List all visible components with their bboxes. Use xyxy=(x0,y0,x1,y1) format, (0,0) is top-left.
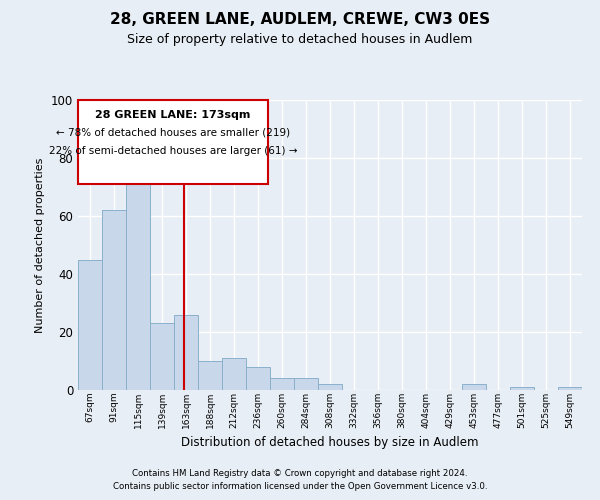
Bar xyxy=(150,324,174,390)
Bar xyxy=(174,314,198,390)
Bar xyxy=(318,384,342,390)
Text: Contains public sector information licensed under the Open Government Licence v3: Contains public sector information licen… xyxy=(113,482,487,491)
Bar xyxy=(294,378,318,390)
Bar xyxy=(78,260,102,390)
Bar xyxy=(510,387,534,390)
FancyBboxPatch shape xyxy=(78,100,268,184)
Text: ← 78% of detached houses are smaller (219): ← 78% of detached houses are smaller (21… xyxy=(56,128,290,138)
Text: Contains HM Land Registry data © Crown copyright and database right 2024.: Contains HM Land Registry data © Crown c… xyxy=(132,468,468,477)
Text: 28, GREEN LANE, AUDLEM, CREWE, CW3 0ES: 28, GREEN LANE, AUDLEM, CREWE, CW3 0ES xyxy=(110,12,490,28)
Bar xyxy=(102,210,126,390)
Text: 22% of semi-detached houses are larger (61) →: 22% of semi-detached houses are larger (… xyxy=(49,146,297,156)
Bar xyxy=(270,378,294,390)
Bar xyxy=(222,358,246,390)
Bar xyxy=(246,367,270,390)
Bar xyxy=(126,146,150,390)
Text: Size of property relative to detached houses in Audlem: Size of property relative to detached ho… xyxy=(127,32,473,46)
Bar xyxy=(462,384,486,390)
Bar xyxy=(558,387,582,390)
Bar xyxy=(198,361,222,390)
Text: 28 GREEN LANE: 173sqm: 28 GREEN LANE: 173sqm xyxy=(95,110,250,120)
Y-axis label: Number of detached properties: Number of detached properties xyxy=(35,158,46,332)
X-axis label: Distribution of detached houses by size in Audlem: Distribution of detached houses by size … xyxy=(181,436,479,449)
